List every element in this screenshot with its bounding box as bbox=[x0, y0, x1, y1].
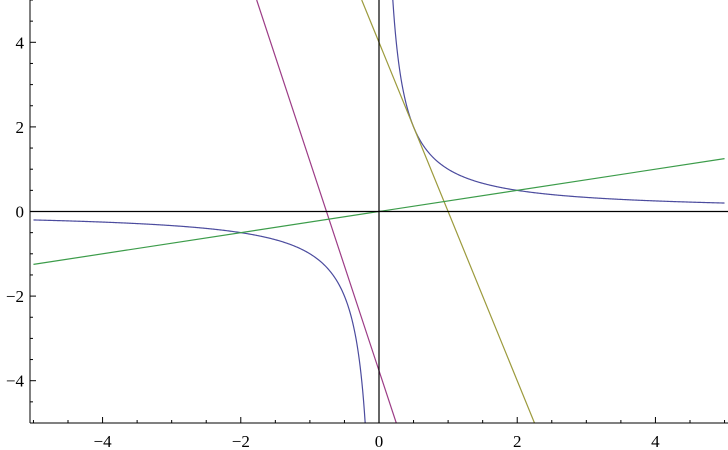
x-tick-label: −4 bbox=[94, 432, 113, 450]
y-tick-label: 0 bbox=[16, 203, 25, 222]
x-tick-label: −2 bbox=[232, 432, 250, 450]
y-tick-label: −4 bbox=[6, 372, 25, 391]
series-hyperbola-branch-2 bbox=[392, 0, 725, 204]
y-tick-label: 4 bbox=[16, 33, 25, 52]
tick-labels-layer: −4 −2 0 2 4 −4 −2 0 2 4 bbox=[6, 33, 660, 450]
series-hyperbola-branch-1 bbox=[33, 219, 366, 423]
x-tick-label: 0 bbox=[375, 432, 384, 450]
y-tick-label: 2 bbox=[16, 118, 25, 137]
x-tick-label: 2 bbox=[513, 432, 522, 450]
y-tick-label: −2 bbox=[6, 287, 24, 306]
x-tick-label: 4 bbox=[651, 432, 660, 450]
ticks-layer bbox=[30, 0, 726, 424]
axes-layer bbox=[29, 0, 728, 424]
